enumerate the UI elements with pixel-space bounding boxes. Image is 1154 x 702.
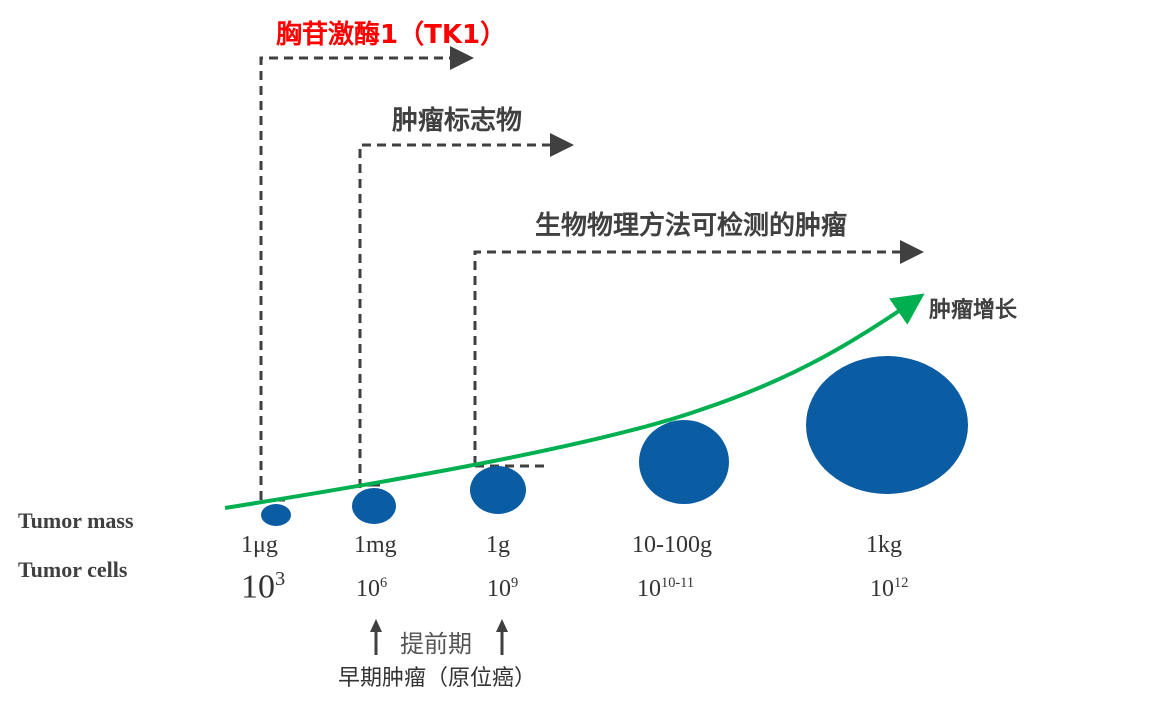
mass-4: 10-100g	[632, 532, 712, 558]
tk1-label: 胸苷激酶1（TK1）	[276, 20, 507, 50]
mass-3: 1g	[486, 532, 510, 558]
tumor-cells-label: Tumor cells	[18, 557, 128, 582]
tumor-1ug	[261, 504, 291, 526]
tumor-mass-label: Tumor mass	[18, 508, 134, 533]
cells-5: 1012	[870, 575, 909, 602]
cells-3: 109	[487, 575, 519, 602]
physical-detection-label: 生物物理方法可检测的肿瘤	[535, 211, 848, 241]
tumor-growth-label: 肿瘤增长	[929, 298, 1018, 323]
arrow-up-right-head	[496, 619, 508, 632]
tk1-detection-line	[259, 46, 474, 500]
tumor-1mg	[352, 488, 396, 524]
tumor-10-100g	[639, 420, 729, 504]
mass-2: 1mg	[354, 532, 397, 558]
mass-1: 1μg	[241, 532, 278, 558]
cells-1: 103	[241, 568, 286, 606]
arrow-up-left-head	[370, 619, 382, 632]
growth-curve	[224, 293, 925, 510]
tumor-markers-label: 肿瘤标志物	[392, 106, 523, 136]
tumor-marker-detection-line	[358, 133, 574, 488]
cells-4: 1010-11	[637, 575, 695, 602]
cells-2: 106	[356, 575, 388, 602]
physical-detection-line	[473, 240, 924, 465]
lead-time-label: 提前期	[400, 632, 472, 658]
tumor-1g	[470, 466, 526, 514]
early-tumor-label: 早期肿瘤（原位癌）	[338, 666, 537, 691]
mass-5: 1kg	[866, 532, 902, 558]
tumor-1kg	[806, 356, 968, 494]
